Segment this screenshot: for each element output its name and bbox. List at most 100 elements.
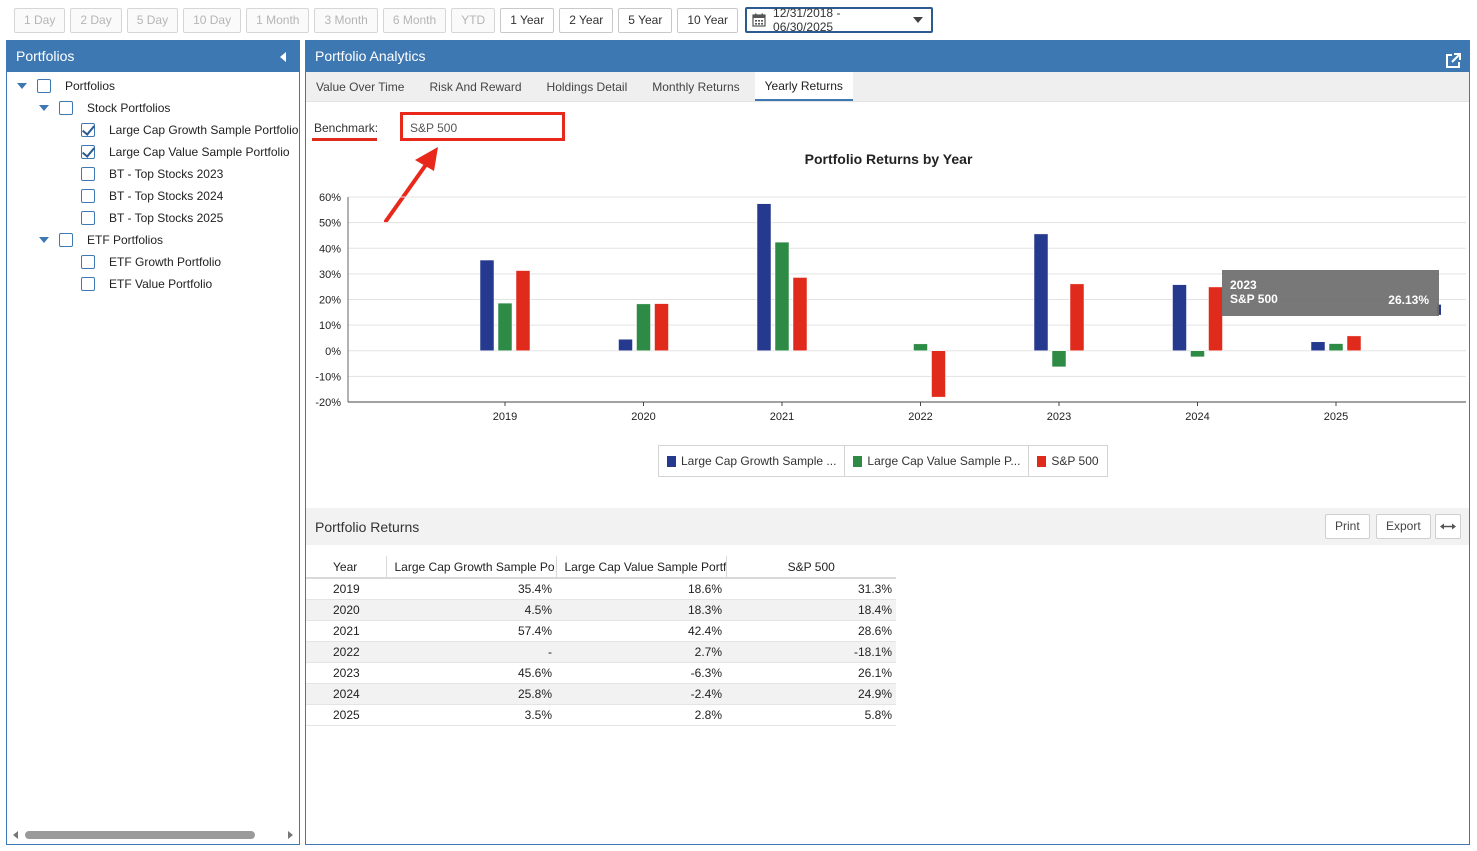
range-button-10-day[interactable]: 10 Day [183, 7, 242, 33]
expand-caret-icon[interactable] [39, 105, 49, 111]
table-row[interactable]: 2024 25.8% -2.4% 24.9% [306, 683, 896, 705]
tab-holdings-detail[interactable]: Holdings Detail [546, 80, 628, 94]
tree-item[interactable]: ETF Portfolios [7, 229, 299, 251]
tree-checkbox[interactable] [59, 101, 73, 115]
bar-2025-series-0[interactable] [1310, 341, 1326, 351]
table-row[interactable]: 2022-2.7% -18.1% [306, 641, 896, 663]
range-button-1-month[interactable]: 1 Month [246, 7, 310, 33]
tree-checkbox[interactable] [81, 255, 95, 269]
chart-title: Portfolio Returns by Year [804, 151, 973, 167]
bar-2024-series-0[interactable] [1172, 284, 1187, 351]
bar-2021-series-0[interactable] [756, 203, 772, 351]
column-header[interactable]: Year [306, 556, 386, 579]
return-cell: -6.3% [556, 662, 726, 684]
date-range-toolbar: 1 Day 2 Day 5 Day 10 Day 1 Month 3 Month 6 Mon… [14, 6, 934, 34]
range-button-2-day[interactable]: 2 Day [70, 7, 122, 33]
tree-checkbox[interactable] [81, 211, 95, 225]
range-button-6-month[interactable]: 6 Month [382, 7, 447, 33]
horizontal-scrollbar[interactable] [11, 830, 295, 840]
tree-checkbox[interactable] [81, 277, 95, 291]
chart-legend: Large Cap Growth Sample ... Large Cap Val… [658, 445, 1108, 477]
collapse-left-icon[interactable] [280, 52, 286, 62]
tree-checkbox[interactable] [81, 189, 95, 203]
bar-2024-series-2[interactable] [1208, 286, 1223, 351]
tree-item[interactable]: Portfolios [7, 75, 299, 97]
scroll-right-icon[interactable] [288, 831, 293, 839]
tab-value-over-time[interactable]: Value Over Time [316, 80, 405, 94]
tree-item[interactable]: BT - Top Stocks 2023 [7, 163, 299, 185]
return-cell: 18.6% [556, 578, 726, 600]
range-button-5-day[interactable]: 5 Day [126, 7, 179, 33]
bar-2020-series-1[interactable] [636, 303, 651, 351]
bar-2020-series-2[interactable] [654, 303, 669, 351]
scroll-left-icon[interactable] [13, 831, 18, 839]
range-button-1-year[interactable]: 1 Year [500, 7, 555, 33]
bar-2021-series-2[interactable] [792, 277, 808, 351]
date-range-picker[interactable]: 12/31/2018 - 06/30/2025 [745, 6, 934, 34]
bar-2019-series-1[interactable] [497, 302, 513, 351]
benchmark-label: Benchmark: [314, 121, 379, 135]
legend-item[interactable]: S&P 500 [1029, 446, 1106, 476]
tree-item[interactable]: Large Cap Value Sample Portfolio [7, 141, 299, 163]
bar-2020-series-0[interactable] [618, 338, 633, 351]
tab-risk-and-reward[interactable]: Risk And Reward [429, 80, 522, 94]
print-button[interactable]: Print [1325, 514, 1370, 539]
expand-caret-icon[interactable] [17, 83, 27, 89]
tree-item[interactable]: ETF Growth Portfolio [7, 251, 299, 273]
range-button-3-month[interactable]: 3 Month [314, 7, 378, 33]
bar-2023-series-1[interactable] [1051, 350, 1067, 368]
external-link-icon[interactable] [1445, 49, 1461, 68]
tree-item[interactable]: BT - Top Stocks 2025 [7, 207, 299, 229]
tree-checkbox[interactable] [81, 145, 95, 159]
tree-checkbox[interactable] [37, 79, 51, 93]
bar-2024-series-1[interactable] [1190, 350, 1205, 358]
portfolios-panel: Portfolios Portfolios Stock Portfolios Lar… [6, 40, 300, 845]
table-header-row: Year Large Cap Growth Sample Po Large Cap … [306, 556, 896, 579]
bar-2019-series-2[interactable] [515, 270, 531, 351]
bar-2019-series-0[interactable] [479, 259, 495, 351]
scrollbar-thumb[interactable] [25, 831, 255, 839]
benchmark-select[interactable]: S&P 500 [400, 112, 565, 141]
range-button-5-year[interactable]: 5 Year [618, 7, 673, 33]
tree-checkbox[interactable] [81, 167, 95, 181]
range-button-ytd[interactable]: YTD [451, 7, 496, 33]
table-row[interactable]: 2021 57.4% 42.4% 28.6% [306, 620, 896, 642]
table-row[interactable]: 2019 35.4% 18.6% 31.3% [306, 578, 896, 600]
range-button-2-year[interactable]: 2 Year [559, 7, 614, 33]
chevron-down-icon[interactable] [913, 17, 924, 23]
tree-item-label: Portfolios [65, 79, 116, 93]
expand-caret-icon[interactable] [39, 237, 49, 243]
range-button-1-day[interactable]: 1 Day [14, 7, 66, 33]
legend-item[interactable]: Large Cap Growth Sample ... [659, 446, 846, 476]
tab-yearly-returns[interactable]: Yearly Returns [754, 72, 853, 101]
bar-2022-series-1[interactable] [913, 343, 928, 352]
legend-item[interactable]: Large Cap Value Sample P... [845, 446, 1030, 476]
table-row[interactable]: 2023 45.6% -6.3% 26.1% [306, 662, 896, 684]
tree-item[interactable]: BT - Top Stocks 2024 [7, 185, 299, 207]
table-row[interactable]: 2025 3.5% 2.8% 5.8% [306, 704, 896, 726]
tree-item[interactable]: ETF Value Portfolio [7, 273, 299, 295]
column-header[interactable]: S&P 500 [725, 556, 896, 579]
column-header[interactable]: Large Cap Value Sample Portf [555, 556, 726, 579]
bar-2025-series-2[interactable] [1346, 335, 1362, 351]
range-button-10-year[interactable]: 10 Year [677, 7, 739, 33]
tab-monthly-returns[interactable]: Monthly Returns [652, 80, 740, 94]
table-row[interactable]: 2020 4.5% 18.3% 18.4% [306, 599, 896, 621]
column-header[interactable]: Large Cap Growth Sample Po [385, 556, 556, 579]
section-title: Portfolio Returns [315, 519, 420, 535]
bar-2023-series-2[interactable] [1069, 283, 1085, 351]
tree-checkbox[interactable] [59, 233, 73, 247]
export-button[interactable]: Export [1376, 514, 1431, 539]
expand-width-button[interactable] [1435, 514, 1461, 539]
tree-checkbox[interactable] [81, 123, 95, 137]
tree-item[interactable]: Large Cap Growth Sample Portfolio [7, 119, 299, 141]
bar-2023-series-0[interactable] [1033, 233, 1049, 351]
tree-item[interactable]: Stock Portfolios [7, 97, 299, 119]
year-cell: 2025 [306, 704, 386, 726]
bar-2025-series-1[interactable] [1328, 343, 1344, 351]
chart-tooltip: 2023 S&P 500 26.13% [1222, 270, 1439, 316]
return-cell: 25.8% [386, 683, 556, 705]
bar-2021-series-1[interactable] [774, 241, 790, 351]
x-tick-label: 2019 [493, 411, 517, 423]
bar-2022-series-2[interactable] [931, 350, 946, 398]
